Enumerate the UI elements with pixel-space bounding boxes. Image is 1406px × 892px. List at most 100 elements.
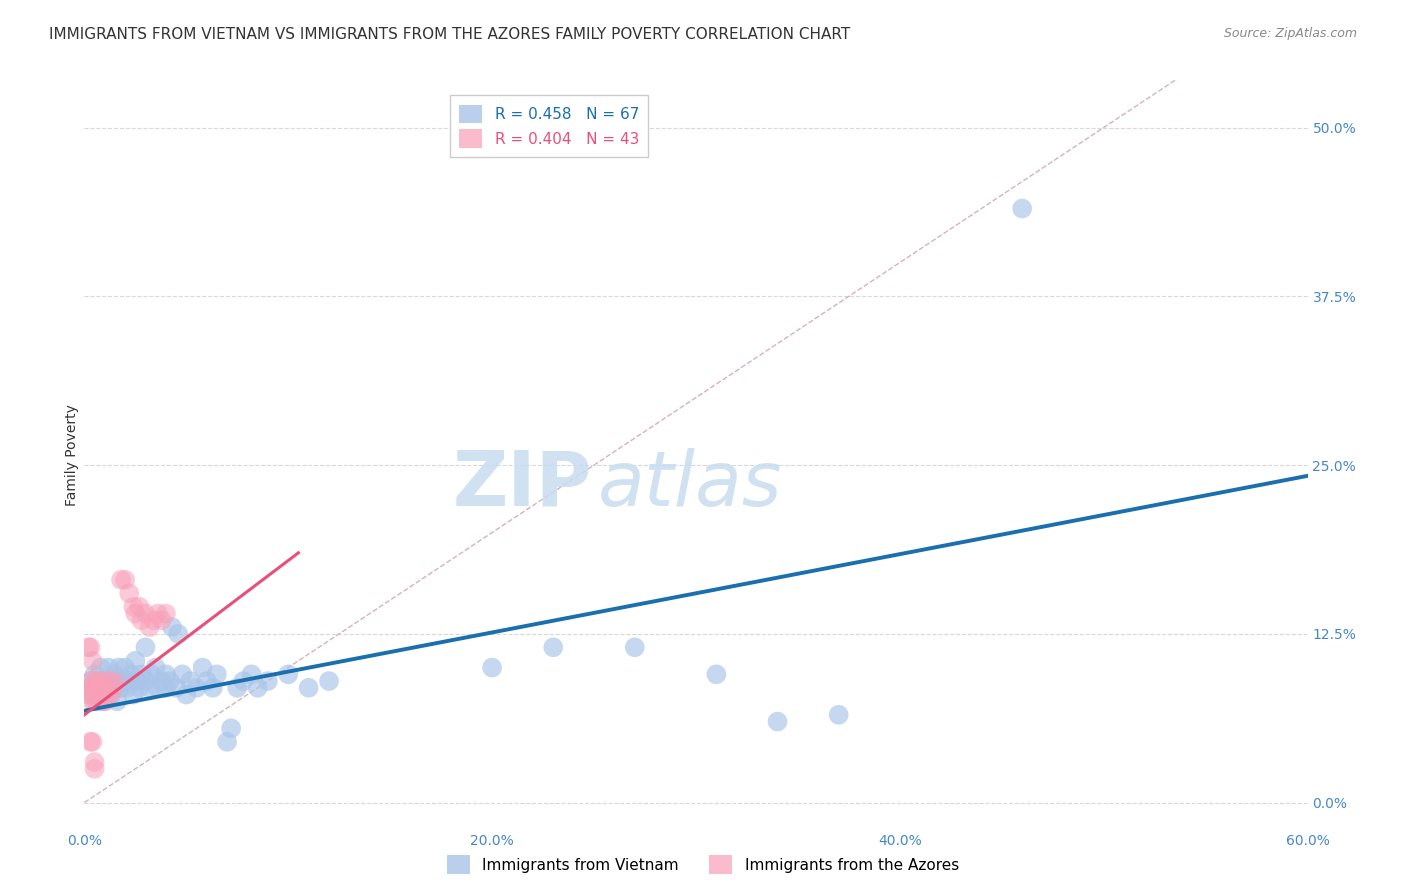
Point [172, 667, 194, 681]
Point [226, 681, 249, 695]
Point [118, 674, 141, 689]
Point [79, 674, 101, 689]
Point [82, 654, 104, 668]
Point [93, 681, 115, 695]
Point [174, 688, 197, 702]
Point [298, 681, 321, 695]
Point [91, 674, 114, 689]
Point [131, 667, 153, 681]
Point [82, 694, 104, 708]
Point [142, 613, 165, 627]
Point [83, 667, 105, 681]
Point [112, 674, 135, 689]
Point [201, 681, 224, 695]
Point [146, 607, 169, 621]
Point [83, 762, 105, 776]
Point [87, 674, 110, 689]
Point [97, 674, 120, 689]
Point [318, 674, 340, 689]
Point [145, 660, 167, 674]
Point [205, 667, 228, 681]
Point [90, 681, 112, 695]
Point [128, 681, 150, 695]
Point [101, 674, 124, 689]
Point [83, 674, 105, 689]
Point [160, 620, 183, 634]
Point [100, 688, 122, 702]
Point [115, 681, 138, 695]
Point [93, 694, 115, 708]
Point [86, 694, 108, 708]
Point [155, 681, 177, 695]
Point [114, 573, 136, 587]
Point [246, 681, 269, 695]
Point [240, 667, 263, 681]
Point [150, 674, 173, 689]
Point [122, 688, 145, 702]
Point [104, 674, 127, 689]
Point [141, 667, 163, 681]
Point [83, 681, 105, 695]
Point [79, 674, 101, 689]
Point [624, 640, 647, 655]
Point [79, 681, 101, 695]
Text: Source: ZipAtlas.com: Source: ZipAtlas.com [1223, 27, 1357, 40]
Point [96, 688, 118, 702]
Legend: Immigrants from Vietnam, Immigrants from the Azores: Immigrants from Vietnam, Immigrants from… [441, 849, 965, 880]
Point [91, 688, 114, 702]
Point [87, 688, 110, 702]
Point [83, 694, 105, 708]
Point [90, 694, 112, 708]
Point [146, 681, 169, 695]
Point [100, 688, 122, 702]
Point [110, 573, 132, 587]
Point [135, 640, 157, 655]
Point [105, 694, 128, 708]
Point [86, 681, 108, 695]
Point [159, 674, 181, 689]
Point [77, 640, 100, 655]
Point [186, 681, 208, 695]
Point [135, 607, 157, 621]
Point [86, 688, 108, 702]
Point [766, 714, 789, 729]
Text: IMMIGRANTS FROM VIETNAM VS IMMIGRANTS FROM THE AZORES FAMILY POVERTY CORRELATION: IMMIGRANTS FROM VIETNAM VS IMMIGRANTS FR… [49, 27, 851, 42]
Point [87, 674, 110, 689]
Point [104, 681, 127, 695]
Point [101, 681, 124, 695]
Point [90, 660, 112, 674]
Point [217, 735, 239, 749]
Point [138, 681, 160, 695]
Point [131, 613, 153, 627]
Point [232, 674, 254, 689]
Point [481, 660, 503, 674]
Point [179, 674, 201, 689]
Y-axis label: Family Poverty: Family Poverty [65, 404, 79, 506]
Point [195, 674, 218, 689]
Point [135, 674, 157, 689]
Point [219, 721, 242, 735]
Point [257, 674, 280, 689]
Text: ZIP: ZIP [453, 448, 592, 522]
Point [110, 681, 132, 695]
Point [828, 707, 851, 722]
Point [706, 667, 728, 681]
Point [127, 674, 149, 689]
Point [97, 660, 120, 674]
Point [167, 627, 190, 641]
Point [155, 607, 177, 621]
Point [91, 688, 114, 702]
Point [120, 667, 142, 681]
Legend: R = 0.458   N = 67, R = 0.404   N = 43: R = 0.458 N = 67, R = 0.404 N = 43 [450, 95, 648, 157]
Point [77, 688, 100, 702]
Point [543, 640, 565, 655]
Point [93, 674, 115, 689]
Point [1011, 202, 1033, 216]
Point [155, 667, 177, 681]
Point [104, 667, 127, 681]
Point [114, 660, 136, 674]
Point [128, 599, 150, 614]
Point [122, 599, 145, 614]
Point [124, 607, 146, 621]
Point [83, 688, 105, 702]
